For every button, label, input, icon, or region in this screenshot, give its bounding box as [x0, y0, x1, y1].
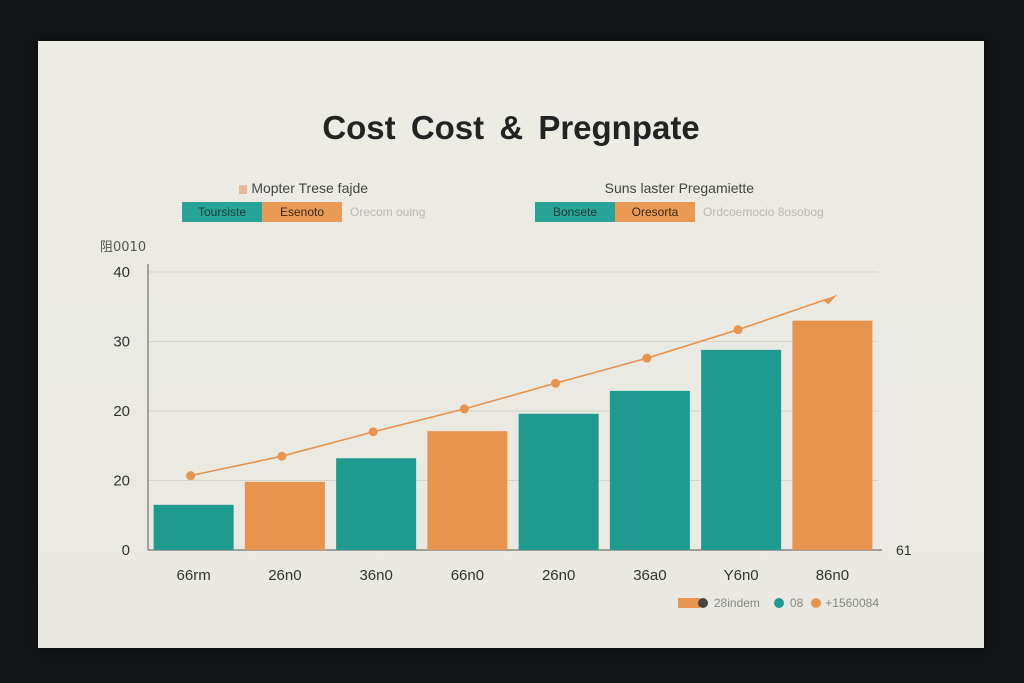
bottom-legend-item2: 08 [789, 596, 804, 610]
y-tick-label: 0 [122, 542, 130, 559]
line-arrowhead [823, 294, 838, 305]
series-line [190, 297, 830, 477]
bars [153, 320, 873, 550]
legend-dot-teal [773, 598, 784, 608]
legend-dot-orange [811, 598, 822, 608]
axis-labels: 0 20 20 30 40 阻0010 61 66rm 26n0 36n0 66n0 26n0 36a0… [100, 240, 912, 584]
legend-right-note: Ordcoemocio 8osobog [703, 205, 824, 219]
legend-dot-dark [697, 598, 708, 608]
legend-left-note: Orecom ouing [350, 205, 426, 219]
line-point [186, 471, 196, 481]
legend-right-chip-orange: Oresorta [615, 202, 695, 222]
legend-left-chip-orange: Esenoto [262, 202, 342, 222]
line-point [459, 404, 469, 414]
x-axis-end-label: 61 [896, 542, 912, 558]
line-point [642, 353, 652, 363]
plot-area: 0 20 20 30 40 阻0010 61 66rm 26n0 36n0 66n0 26n0 36a0… [100, 240, 912, 584]
bottom-legend: 28indem 08 +1560084 [677, 596, 879, 610]
x-tick-label: Y6n0 [724, 567, 759, 584]
y-axis-label: 阻0010 [100, 240, 146, 255]
bar [244, 481, 325, 550]
x-tick-label: 26n0 [542, 567, 575, 584]
bar [153, 504, 234, 550]
y-tick-label: 20 [113, 473, 130, 490]
legend-marker-icon [239, 185, 248, 194]
bar [792, 320, 873, 550]
x-tick-label: 66n0 [451, 567, 484, 584]
bar [701, 349, 782, 550]
y-tick-label: 20 [113, 403, 130, 420]
x-tick-label: 66rm [177, 567, 211, 584]
chart-title: Cost Cost & Pregnpate [322, 109, 700, 146]
bar [609, 390, 690, 550]
bar [427, 431, 508, 550]
bottom-legend-item3: +1560084 [825, 596, 879, 610]
legend-right-chip-teal: Bonsete [535, 202, 615, 222]
line-point [277, 451, 287, 461]
legend-left-chip-teal: Toursiste [182, 202, 262, 222]
x-tick-label: 86n0 [816, 567, 849, 584]
legend-right-caption: Suns laster Pregamiette [604, 180, 755, 196]
x-tick-label: 36n0 [359, 567, 392, 584]
legend-left-caption: Mopter Trese fajde [251, 180, 369, 196]
line-point [551, 378, 561, 388]
bar [336, 458, 417, 550]
legend-right: Suns laster Pregamiette Bonsete Oresorta… [535, 180, 824, 222]
line-point [733, 325, 743, 335]
chart-panel: Cost Cost & Pregnpate Mopter Trese fajde… [38, 41, 984, 648]
x-tick-label: 36a0 [633, 567, 666, 584]
x-tick-label: 26n0 [268, 567, 301, 584]
y-tick-label: 40 [113, 264, 130, 281]
legend-left: Mopter Trese fajde Toursiste Esenoto Ore… [182, 180, 425, 222]
bar [518, 413, 599, 550]
bottom-legend-item1: 28indem [713, 596, 760, 610]
y-tick-label: 30 [113, 334, 130, 351]
legend-swatch-orange [677, 598, 700, 608]
trend-line [186, 294, 838, 481]
line-point [368, 427, 378, 437]
